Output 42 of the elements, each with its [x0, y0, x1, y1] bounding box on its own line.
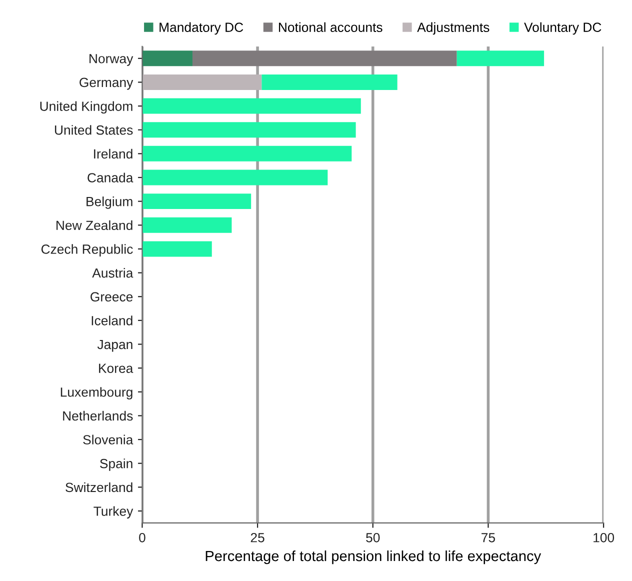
y-tick-label: New Zealand: [56, 220, 132, 230]
y-tick-label: United Kingdom: [40, 101, 132, 114]
bar: [142, 217, 232, 233]
y-tick-label: Belgium: [86, 196, 132, 209]
legend-label: Mandatory DC: [160, 22, 244, 35]
y-tick-label: Czech Republic: [41, 244, 133, 256]
bar: [142, 50, 192, 66]
x-tick-label: 100: [594, 532, 614, 542]
bar: [262, 74, 398, 90]
x-tick-label: 50: [366, 532, 380, 542]
bar: [142, 74, 262, 90]
bar: [192, 50, 457, 66]
legend-label: Voluntary DC: [524, 22, 602, 35]
bar: [456, 50, 544, 66]
legend-label: Adjustments: [417, 22, 490, 35]
y-tick-label: Austria: [92, 268, 134, 278]
bar: [142, 98, 361, 114]
x-axis-title: Percentage of total pension linked to life expectancy: [206, 550, 542, 564]
y-tick-label: Slovenia: [83, 434, 134, 444]
y-tick-label: Switzerland: [66, 482, 132, 492]
y-tick-label: Greece: [90, 292, 133, 302]
y-tick-label: United States: [54, 125, 133, 135]
bar: [142, 122, 356, 138]
y-tick-label: Germany: [80, 78, 134, 90]
y-tick-label: Norway: [90, 54, 134, 66]
y-tick-label: Netherlands: [63, 410, 133, 421]
bar: [142, 194, 252, 210]
x-tick-label: 0: [139, 532, 146, 542]
y-tick-label: Canada: [88, 172, 134, 182]
bar: [142, 170, 328, 186]
y-tick-label: Korea: [99, 364, 134, 373]
y-tick-label: Luxembourg: [60, 387, 132, 400]
y-tick-label: Ireland: [94, 148, 132, 159]
y-tick-label: Turkey: [94, 506, 134, 519]
y-tick-label: Japan: [97, 340, 132, 352]
legend-label: Notional accounts: [278, 22, 382, 32]
bar: [142, 146, 352, 162]
y-tick-label: Spain: [100, 458, 132, 471]
x-tick-label: 75: [482, 533, 496, 542]
y-tick-label: Iceland: [92, 316, 132, 326]
x-tick-label: 25: [250, 532, 264, 542]
bar: [142, 241, 212, 257]
